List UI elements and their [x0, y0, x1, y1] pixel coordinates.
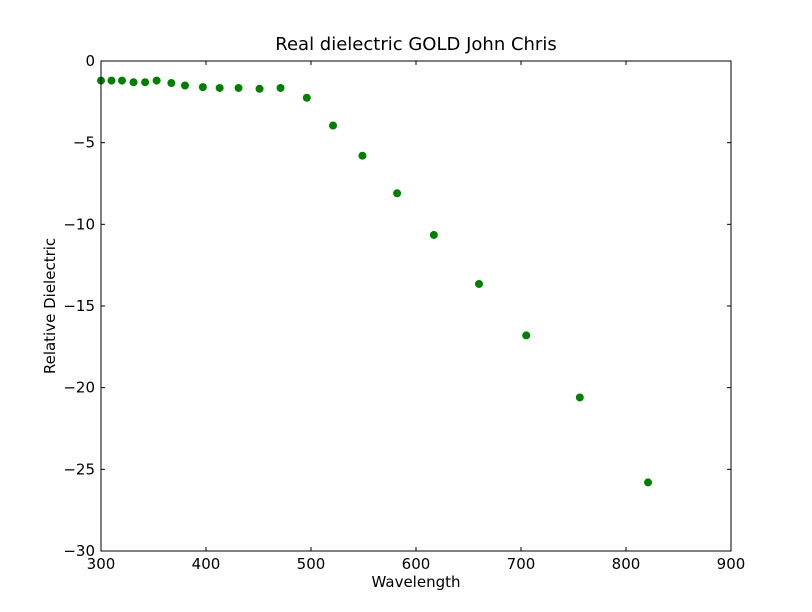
plot-frame [100, 60, 732, 552]
data-point [575, 393, 584, 402]
y-tick-label: −5 [73, 134, 95, 152]
data-point [429, 230, 438, 239]
x-tick-label: 500 [297, 555, 326, 573]
y-tick-label: −15 [63, 297, 95, 315]
y-tick-label: −20 [63, 379, 95, 397]
data-point [107, 76, 116, 85]
x-tick-label: 800 [612, 555, 641, 573]
data-point [118, 76, 126, 85]
x-tick-label: 700 [507, 555, 536, 573]
data-point [276, 83, 285, 92]
data-point [644, 478, 653, 487]
data-point [181, 81, 189, 90]
data-point [198, 83, 207, 92]
chart-title: Real dielectric GOLD John Chris [275, 34, 556, 55]
x-tick-label: 300 [87, 555, 116, 573]
data-point [522, 331, 531, 340]
data-point [329, 121, 338, 130]
data-point [358, 151, 367, 160]
data-point [255, 84, 264, 93]
data-point [152, 76, 161, 85]
data-points [97, 76, 653, 487]
data-point [302, 93, 311, 102]
data-point [129, 78, 138, 87]
data-point [234, 83, 243, 92]
x-tick-label: 600 [402, 555, 431, 573]
x-axis-label: Wavelength [372, 573, 461, 591]
x-tick-label: 400 [192, 555, 221, 573]
y-tick-label: −25 [63, 460, 95, 478]
axis-ticks: 300 400 500 600 700 800 900 0 −5 −10 −15 −20 −25 −30 [63, 52, 745, 573]
data-point [393, 189, 402, 198]
y-axis-label: Relative Dielectric [41, 238, 59, 374]
data-point [141, 78, 150, 87]
x-tick-label: 900 [717, 555, 746, 573]
y-tick-label: −10 [63, 215, 95, 233]
y-tick-label: −30 [63, 542, 95, 560]
data-point [215, 83, 224, 92]
y-tick-label: 0 [85, 52, 95, 70]
data-point [475, 279, 483, 288]
data-point [167, 79, 176, 88]
